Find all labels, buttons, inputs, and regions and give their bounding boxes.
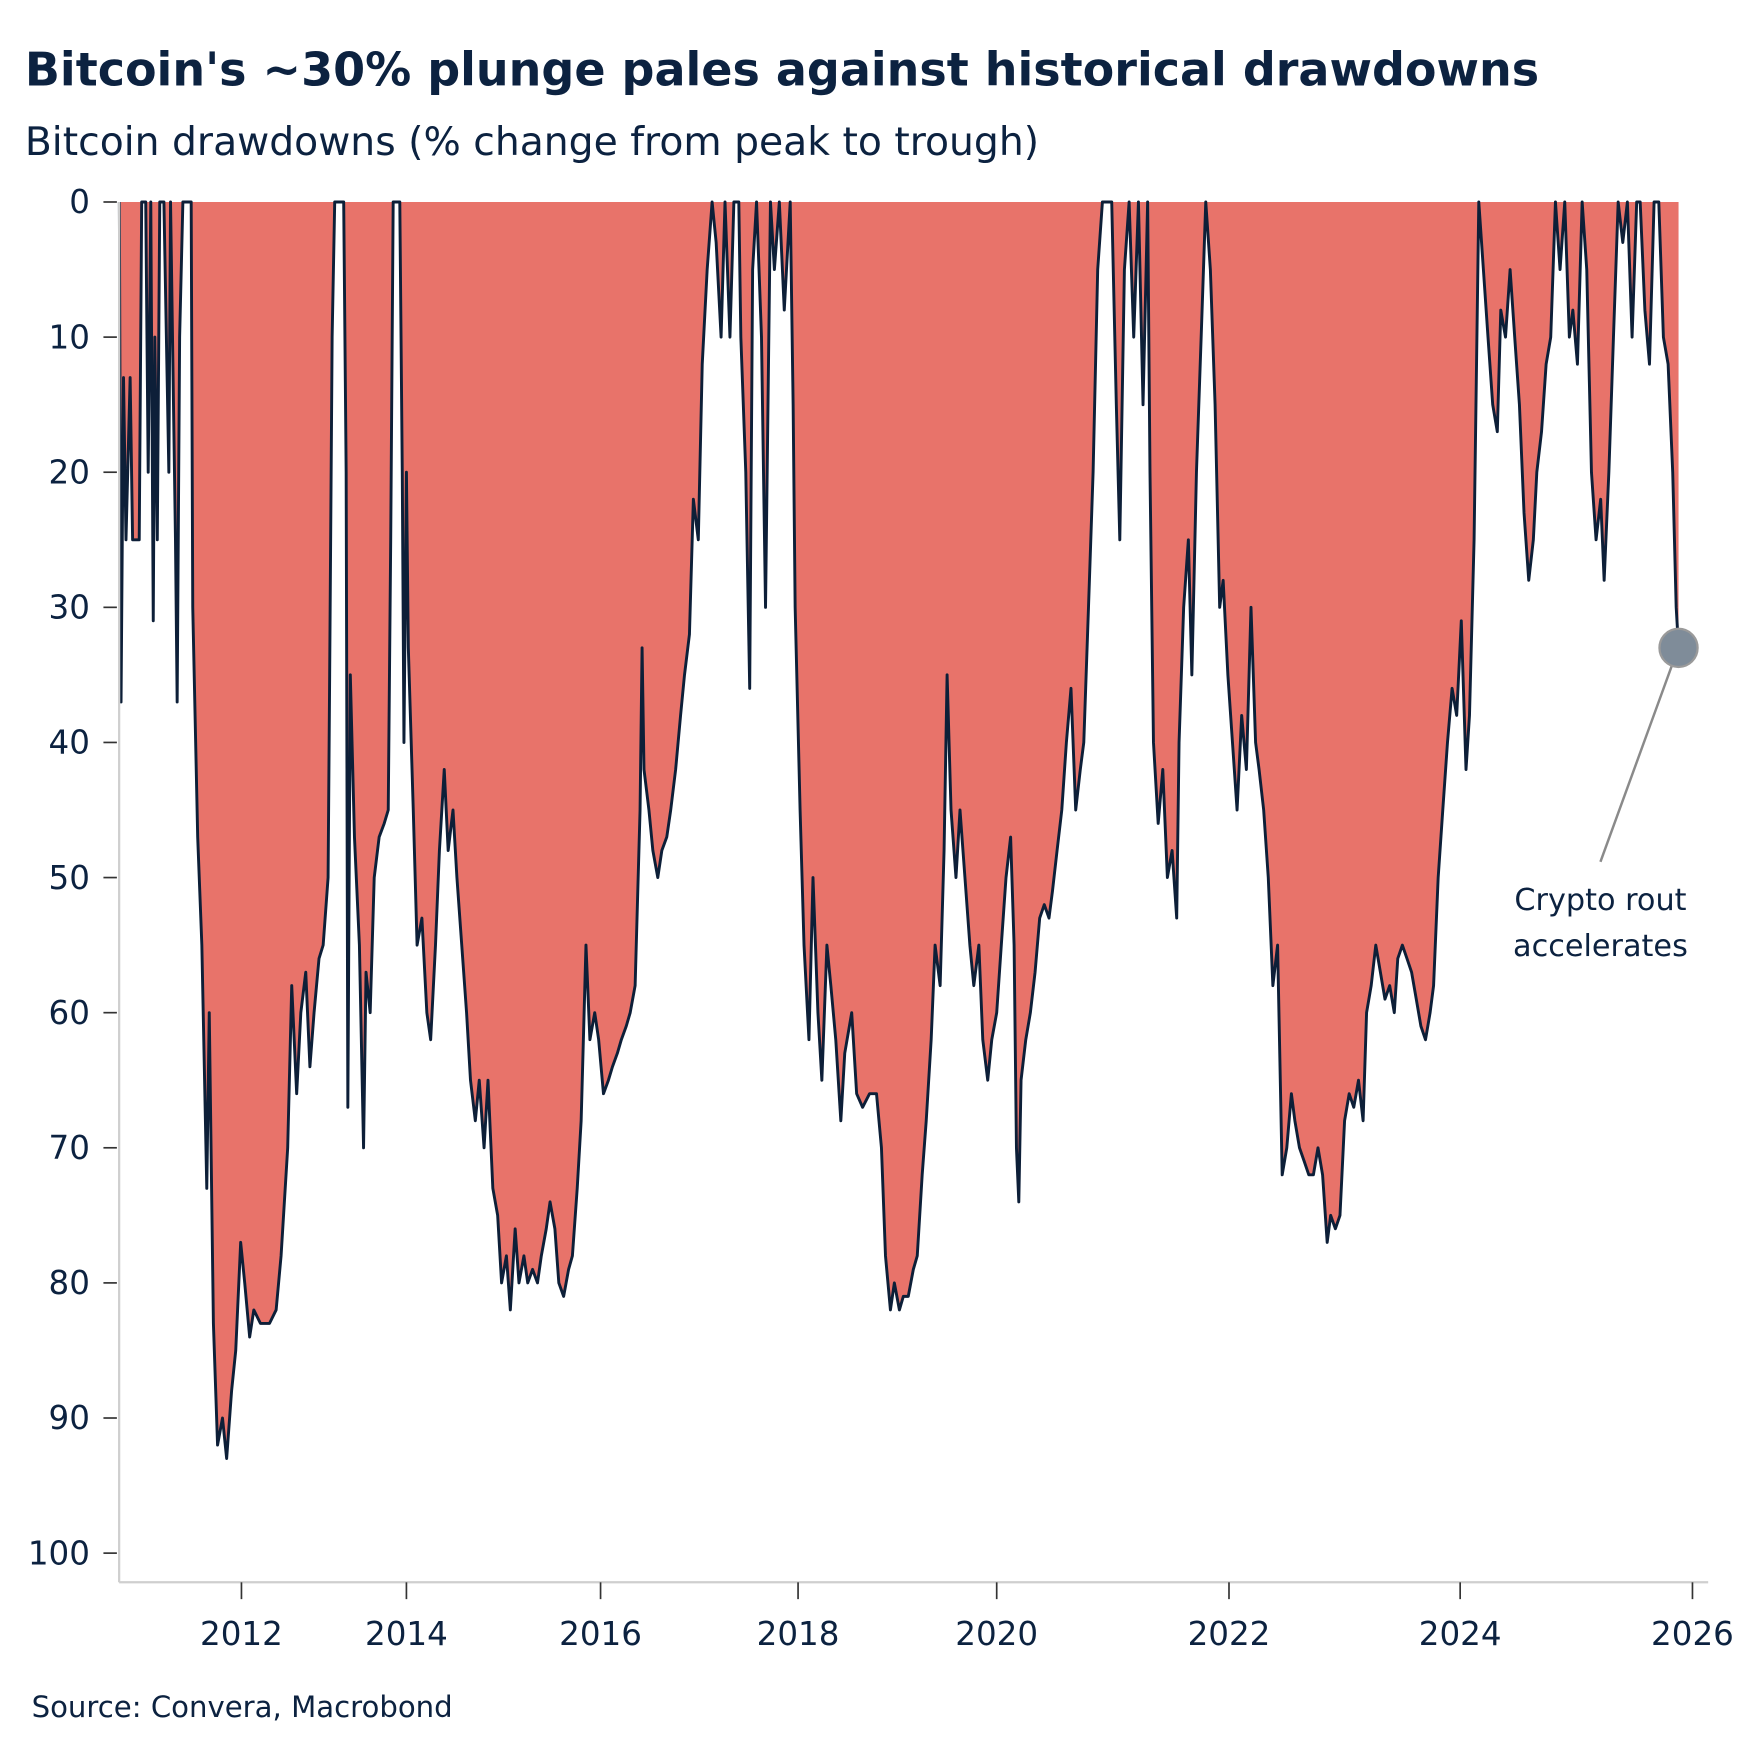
chart-subtitle: Bitcoin drawdowns (% change from peak to… xyxy=(25,120,1039,165)
y-tick-label: 60 xyxy=(49,994,90,1032)
y-tick-label: 40 xyxy=(49,724,90,762)
x-tick-label: 2018 xyxy=(757,1615,840,1653)
y-tick-label: 90 xyxy=(49,1399,90,1437)
y-tick-label: 50 xyxy=(49,859,90,897)
annotation-line-2: accelerates xyxy=(1513,929,1688,964)
y-tick-label: 20 xyxy=(49,453,90,491)
source-note: Source: Convera, Macrobond xyxy=(32,1690,453,1724)
plot-area xyxy=(117,200,1681,1460)
x-tick-label: 2022 xyxy=(1188,1615,1271,1653)
drawdown-line xyxy=(117,200,1681,1460)
y-tick-label: 30 xyxy=(49,589,90,627)
annotation-line-1: Crypto rout xyxy=(1514,883,1686,918)
x-tick-label: 2026 xyxy=(1651,1615,1734,1653)
x-tick-label: 2014 xyxy=(365,1615,448,1653)
y-tick-label: 70 xyxy=(49,1129,90,1167)
x-axis-ticks: 2012 2014 2016 2018 2020 2022 2024 2026 xyxy=(200,1582,1734,1653)
y-axis-ticks: 0 10 20 30 40 50 60 70 80 90 100 xyxy=(28,183,117,1572)
annotation-marker xyxy=(1658,627,1699,669)
y-tick-label: 10 xyxy=(49,318,90,356)
annotation-leader-line xyxy=(1599,665,1673,863)
y-tick-label: 0 xyxy=(69,183,90,221)
chart-title: Bitcoin's ~30% plunge pales against hist… xyxy=(25,42,1539,96)
drawdown-area xyxy=(119,201,1679,1459)
x-tick-label: 2024 xyxy=(1419,1615,1502,1653)
x-tick-label: 2012 xyxy=(200,1615,283,1653)
x-tick-label: 2016 xyxy=(559,1615,642,1653)
y-tick-label: 100 xyxy=(28,1534,90,1572)
y-tick-label: 80 xyxy=(49,1264,90,1302)
x-tick-label: 2020 xyxy=(955,1615,1038,1653)
